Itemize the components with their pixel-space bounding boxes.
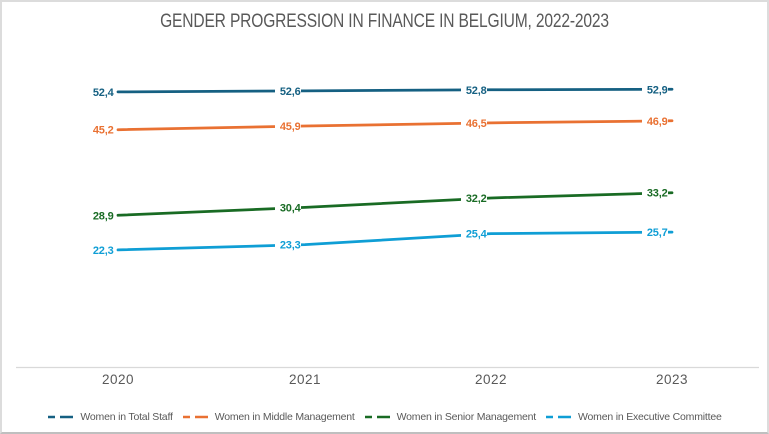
data-label-backing bbox=[642, 114, 668, 128]
data-label-backing bbox=[642, 186, 668, 200]
legend-label: Women in Total Staff bbox=[80, 411, 173, 423]
data-label: 52,9 bbox=[647, 84, 668, 96]
data-label: 28,9 bbox=[93, 210, 114, 222]
data-label: 23,3 bbox=[280, 240, 301, 252]
legend-line-icon bbox=[182, 415, 211, 419]
series-line bbox=[116, 87, 674, 94]
data-label-backing bbox=[88, 243, 114, 257]
data-label: 25,4 bbox=[466, 229, 488, 241]
data-label-backing bbox=[275, 238, 301, 252]
legend-label: Women in Middle Management bbox=[214, 411, 355, 423]
data-label-backing bbox=[275, 119, 301, 133]
data-label: 33,2 bbox=[647, 188, 668, 200]
data-label-backing bbox=[461, 83, 487, 97]
legend-line-icon bbox=[546, 415, 574, 419]
data-label: 52,8 bbox=[466, 85, 487, 97]
data-label-backing bbox=[642, 225, 668, 239]
data-label-backing bbox=[461, 191, 487, 205]
chart-title: GENDER PROGRESSION IN FINANCE IN BELGIUM… bbox=[160, 11, 609, 32]
data-label-backing bbox=[275, 200, 301, 214]
data-label: 32,2 bbox=[466, 193, 487, 205]
series-line bbox=[116, 119, 674, 132]
series-line bbox=[116, 191, 674, 217]
data-label-backing bbox=[461, 116, 487, 130]
legend-label: Women in Executive Committee bbox=[578, 411, 722, 423]
data-label-backing bbox=[88, 208, 114, 222]
data-label: 45,9 bbox=[280, 121, 301, 133]
x-tick-label: 2023 bbox=[656, 372, 688, 387]
legend-item: Women in Senior Management bbox=[364, 411, 536, 423]
legend-line-icon bbox=[48, 415, 77, 419]
data-label: 45,2 bbox=[93, 125, 114, 137]
data-label: 22,3 bbox=[93, 245, 114, 257]
data-label: 25,7 bbox=[647, 227, 668, 239]
data-label: 52,6 bbox=[280, 86, 301, 98]
legend-item: Women in Total Staff bbox=[47, 411, 173, 423]
data-label: 52,4 bbox=[93, 87, 115, 99]
series-line bbox=[116, 230, 674, 252]
legend-label: Women in Senior Management bbox=[396, 411, 537, 423]
legend-item: Women in Executive Committee bbox=[545, 411, 722, 423]
data-label-backing bbox=[642, 82, 668, 96]
data-label-backing bbox=[461, 227, 487, 241]
x-tick-label: 2020 bbox=[102, 372, 134, 387]
legend: Women in Total Staff Women in Middle Mana… bbox=[2, 411, 767, 423]
data-label-backing bbox=[88, 85, 114, 99]
data-label: 46,9 bbox=[647, 116, 668, 128]
data-label-backing bbox=[275, 84, 301, 98]
legend-item: Women in Middle Management bbox=[182, 411, 355, 423]
x-tick-label: 2022 bbox=[475, 372, 507, 387]
data-label-backing bbox=[88, 123, 114, 137]
x-tick-label: 2021 bbox=[289, 372, 321, 387]
data-label: 30,4 bbox=[280, 202, 302, 214]
data-label: 46,5 bbox=[466, 118, 487, 130]
legend-line-icon bbox=[364, 415, 393, 419]
